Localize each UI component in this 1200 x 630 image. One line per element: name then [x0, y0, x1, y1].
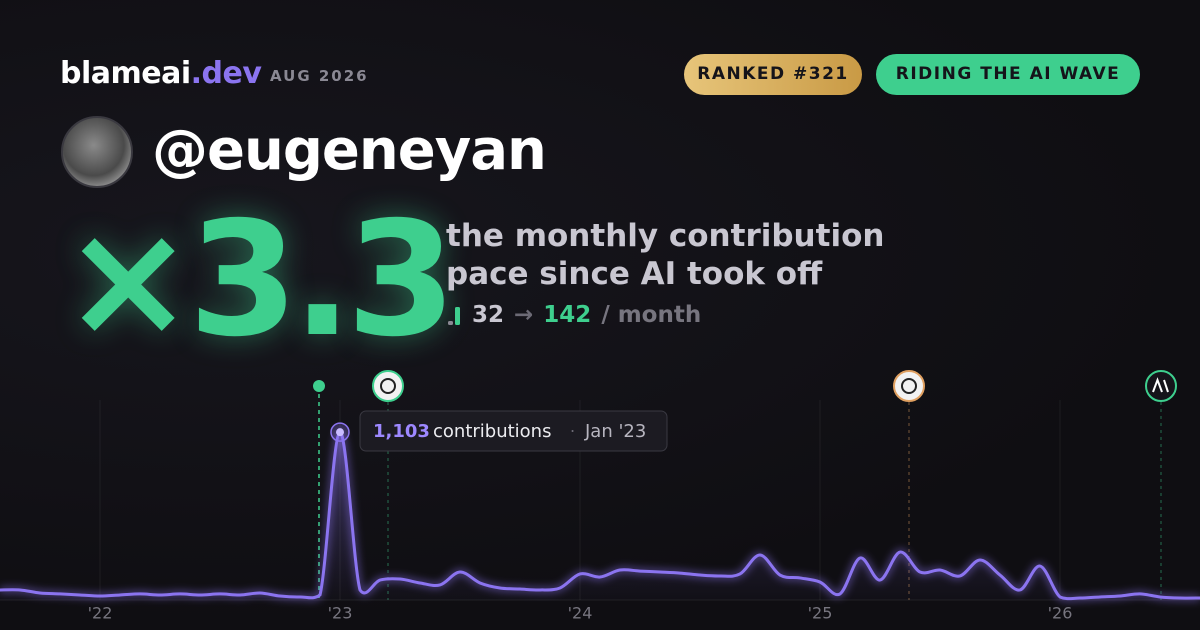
- event-icon-glyph: [1152, 377, 1169, 393]
- tooltip-date: Jan '23: [584, 421, 646, 442]
- pace: 32 → 142 / month: [446, 302, 701, 328]
- x-tick-label: '23: [328, 604, 353, 623]
- event-markers: [313, 370, 1177, 600]
- x-tick-label: '24: [568, 604, 593, 623]
- event-icon: [1145, 370, 1177, 402]
- pace-bar: [455, 307, 460, 325]
- line-glow: [0, 429, 1200, 602]
- chart: 1,103 contributions · Jan '23 '22 '23 '24 '…: [0, 370, 1200, 623]
- event-icon-glyph: [380, 378, 396, 394]
- tooltip-separator: ·: [570, 422, 575, 441]
- line: [0, 430, 1200, 601]
- description: pace since AI took off: [446, 256, 823, 292]
- x-tick-label: '22: [88, 604, 113, 623]
- peak-point: [336, 428, 344, 437]
- status-badge: RIDING THE AI WAVE: [876, 54, 1140, 95]
- pace-unit: / month: [601, 302, 702, 328]
- handle: @eugeneyan: [152, 118, 547, 183]
- pace-before: 32: [472, 302, 505, 328]
- pace-after: 142: [543, 302, 592, 328]
- tooltip-value: 1,103: [373, 421, 430, 442]
- date: AUG 2026: [270, 67, 369, 85]
- tooltip: 1,103 contributions · Jan '23: [359, 410, 668, 452]
- brand: blameai.dev: [60, 56, 262, 91]
- pace-arrow: →: [514, 302, 534, 328]
- multiplier: ×3.3: [62, 188, 456, 372]
- brand-name: blameai: [60, 56, 191, 91]
- tooltip-box: [359, 410, 668, 452]
- line-area: [0, 432, 1200, 600]
- x-tick-label: '25: [808, 604, 833, 623]
- brand-suffix: .dev: [190, 56, 262, 91]
- description: the monthly contribution: [446, 218, 885, 254]
- event-icon: [893, 370, 925, 402]
- tooltip-label: contributions: [433, 421, 551, 442]
- pace-bars: [448, 307, 460, 325]
- x-tick-label: '26: [1048, 604, 1073, 623]
- event-icon-glyph: [901, 378, 917, 394]
- pace-bar: [448, 320, 453, 325]
- rank-badge: RANKED #321: [684, 54, 862, 95]
- event-dot: [313, 380, 325, 392]
- event-icon: [372, 370, 404, 402]
- avatar: [61, 116, 133, 188]
